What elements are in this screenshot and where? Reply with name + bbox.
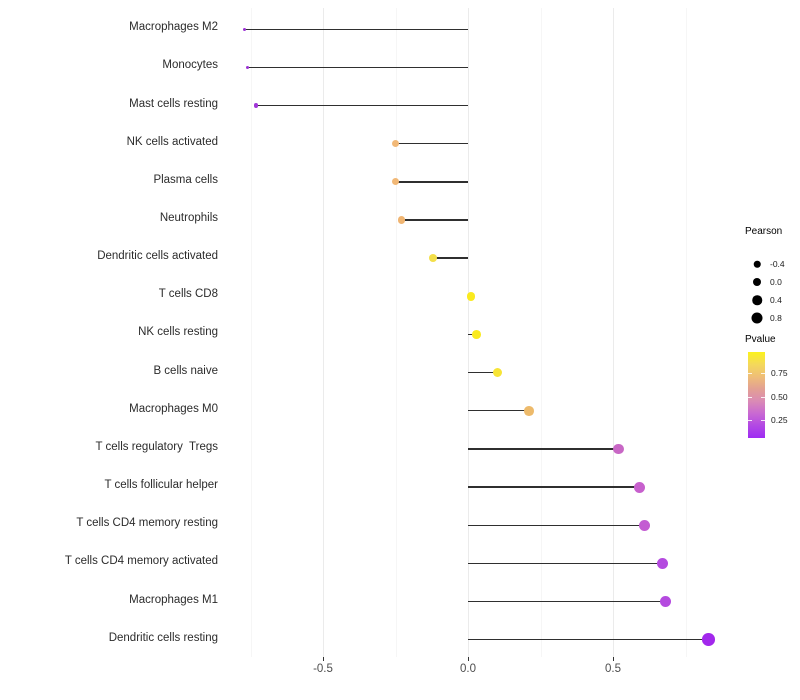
lollipop-stick [468,600,666,603]
y-axis-label: Monocytes [162,59,218,72]
pvalue-tick-label: 0.25 [771,415,788,425]
y-axis-label: NK cells resting [138,326,218,339]
lollipop-dot [659,595,671,608]
pearson-legend-dot [752,295,762,305]
y-axis-label: Macrophages M1 [129,593,218,606]
pearson-legend-entry: 0.4 [745,291,800,309]
y-axis-label: Mast cells resting [129,97,218,110]
pvalue-gradient-bar [748,352,765,438]
pvalue-color-legend: Pvalue 0.75 0.50 0.25 [745,334,800,438]
x-major-gridline [323,8,324,657]
y-axis-label: Dendritic cells resting [108,631,218,644]
lollipop-dot [656,557,668,570]
lollipop-dot [391,140,400,148]
pvalue-bar-tick [748,397,752,398]
lollipop-stick [468,639,709,641]
x-major-gridline [613,8,614,657]
lollipop-stick [433,257,468,259]
x-axis-tick [613,657,614,661]
pvalue-tick-label: 0.75 [771,368,788,378]
lollipop-stick [468,524,645,526]
y-axis-label: Macrophages M2 [129,21,218,34]
lollipop-dot [524,406,534,416]
lollipop-stick [244,28,468,30]
pearson-legend-value: 0.8 [770,313,782,323]
pvalue-bar-tick [761,420,765,421]
pearson-legend-value: -0.4 [770,259,785,269]
pearson-legend-value: 0.4 [770,295,782,305]
x-tick-label: 0.5 [605,663,621,675]
x-axis-tick [468,657,469,661]
lollipop-dot [391,178,400,186]
pvalue-tick-label: 0.50 [771,392,788,402]
lollipop-stick [468,371,497,374]
x-tick-label: 0.0 [460,663,476,675]
lollipop-dot [254,103,259,108]
lollipop-dot [466,292,476,301]
lollipop-stick [468,486,640,488]
pearson-legend-entry: 0.0 [745,273,800,291]
pearson-legend-entry: 0.8 [745,309,800,327]
pvalue-legend-labels: 0.75 0.50 0.25 [745,334,800,444]
pvalue-bar-tick [761,397,765,398]
lollipop-stick [468,562,663,565]
y-axis-label: Neutrophils [159,212,218,224]
y-axis-label: T cells CD4 memory activated [64,555,218,568]
x-minor-gridline [250,8,252,657]
y-axis-label: Macrophages M0 [129,402,218,415]
x-tick-label: -0.5 [313,663,333,675]
pearson-legend-value: 0.0 [770,277,782,287]
y-axis-label: B cells naive [153,364,218,377]
lollipop-stick [468,448,619,450]
pvalue-bar-tick [748,373,752,374]
y-axis-label: T cells CD4 memory resting [76,517,218,530]
pearson-legend-entry: -0.4 [745,255,800,273]
lollipop-stick [401,219,468,221]
y-axis-label: Dendritic cells activated [97,250,218,263]
lollipop-dot [472,330,482,339]
lollipop-dot [243,27,247,31]
lollipop-dot [397,216,405,224]
pearson-legend-dot [753,260,761,268]
lollipop-stick [468,410,529,412]
x-axis-tick [323,657,324,661]
pearson-legend-dot [753,278,761,286]
lollipop-dot [633,481,645,493]
lollipop-stick [247,66,468,69]
lollipop-dot [702,633,715,647]
pvalue-bar-tick [761,373,765,374]
lollipop-dot [613,443,625,455]
x-minor-gridline [395,8,397,657]
lollipop-dot [639,519,651,531]
pvalue-bar-tick [748,420,752,421]
y-axis-label: T cells CD8 [158,288,218,301]
y-axis-label: T cells regulatory Tregs [95,440,218,453]
lollipop-stick [395,181,468,183]
x-minor-gridline [685,8,687,657]
lollipop-dot [245,65,250,70]
y-axis-label: Plasma cells [153,173,218,186]
y-axis-label: NK cells activated [126,135,218,148]
lollipop-dot [429,254,438,263]
y-axis-label: T cells follicular helper [104,479,218,492]
lollipop-dot [492,368,502,378]
lollipop-stick [395,142,468,145]
pearson-legend-title: Pearson [745,226,783,237]
pvalue-legend-title: Pvalue [745,334,776,345]
pearson-size-legend: Pearson -0.4 0.0 0.4 0.8 [745,226,800,326]
x-minor-gridline [540,8,542,657]
lollipop-stick [256,104,468,107]
x-major-gridline [468,8,469,657]
pearson-legend-dot [751,312,763,324]
